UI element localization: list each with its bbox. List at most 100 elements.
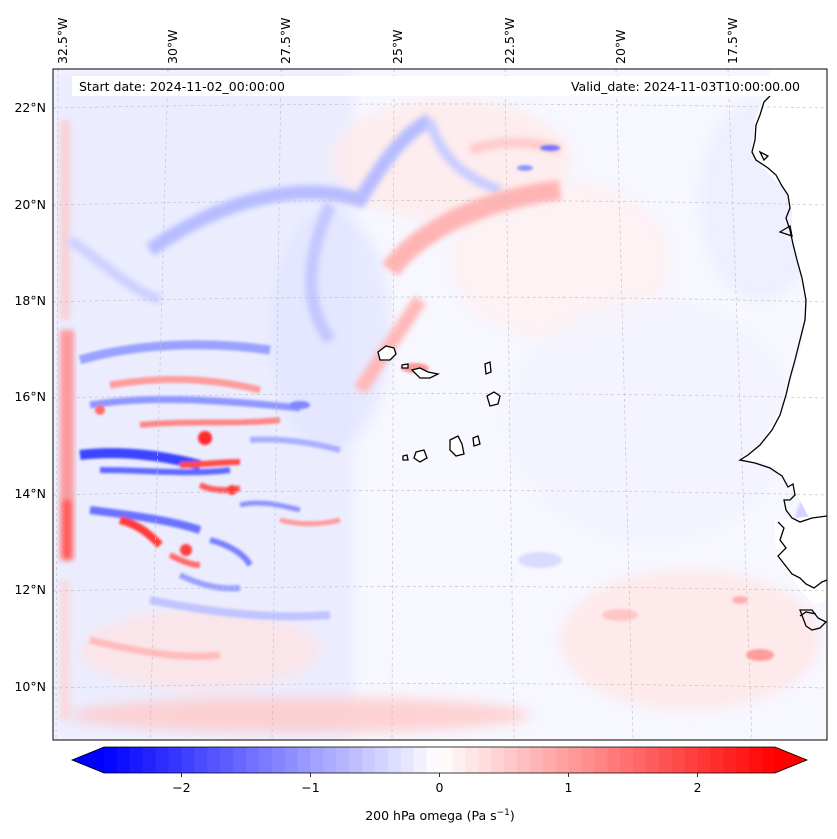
upper-blue-band <box>67 113 502 344</box>
longitude-labels: 32.5°W 30°W 27.5°W 25°W 22.5°W 20°W 17.5… <box>55 18 740 64</box>
colorbar-bin <box>594 747 608 773</box>
colorbar-high-extension <box>775 747 807 773</box>
colorbar-bin <box>426 747 440 773</box>
header-strip <box>72 76 807 96</box>
colorbar-tick-label: 2 <box>694 780 702 795</box>
island-fogo <box>413 449 428 463</box>
colorbar-tick-label: −1 <box>301 780 319 795</box>
island-santo-antao <box>377 345 397 361</box>
colorbar-bin <box>504 747 518 773</box>
colorbar-bin <box>387 747 402 773</box>
colorbar-bin <box>465 747 479 773</box>
guinea-coastline <box>777 521 827 589</box>
colorbar-bin <box>245 747 260 773</box>
colorbar-bin <box>374 747 389 773</box>
colorbar-tick-label: −2 <box>172 780 190 795</box>
colorbar-bin <box>581 747 595 773</box>
valid-date-label: Valid_date: 2024-11-03T10:00:00.00 <box>571 79 800 94</box>
colorbar-bin <box>297 747 311 773</box>
map-frame <box>52 68 828 741</box>
colorbar-bin <box>362 747 376 773</box>
island-sao-nicolau <box>410 367 440 379</box>
colorbar-bin <box>400 747 415 773</box>
colorbar-bin <box>516 747 531 773</box>
colorbar-bin <box>181 747 195 773</box>
colorbar-bin <box>155 747 170 773</box>
island-maio <box>472 435 481 447</box>
convective-cluster <box>78 340 341 660</box>
island-sao-vicente <box>401 363 409 369</box>
colorbar: −2 −1 0 1 2 200 hPa omega (Pa s−1) <box>70 746 809 823</box>
island-santiago <box>449 435 465 457</box>
colorbar-bin <box>697 747 711 773</box>
colorbar-bin <box>762 747 776 773</box>
island-brava <box>402 454 409 461</box>
omega-field <box>53 69 827 740</box>
western-boundary-band <box>60 120 74 720</box>
colorbar-bin <box>168 747 182 773</box>
colorbar-outline <box>70 746 809 774</box>
colorbar-label-exponent: −1 <box>497 808 510 818</box>
lat-label: 10°N <box>14 679 46 694</box>
guinea-land <box>775 515 827 605</box>
colorbar-bin <box>284 747 299 773</box>
colorbar-bin <box>710 747 724 773</box>
lon-label: 20°W <box>613 29 628 64</box>
colorbar-bin <box>671 747 686 773</box>
lat-label: 16°N <box>14 389 46 404</box>
lat-label: 14°N <box>14 486 46 501</box>
lon-label: 27.5°W <box>278 18 293 64</box>
colorbar-bins <box>104 747 776 773</box>
colorbar-bin <box>207 747 221 773</box>
colorbar-bin <box>607 747 621 773</box>
colorbar-tick-label: 1 <box>565 780 573 795</box>
lat-label: 20°N <box>14 197 46 212</box>
colorbar-bin <box>310 747 324 773</box>
colorbar-bin <box>555 747 570 773</box>
colorbar-bin <box>452 747 466 773</box>
lon-label: 25°W <box>390 29 405 64</box>
colorbar-bin <box>323 747 337 773</box>
lon-label: 30°W <box>165 29 180 64</box>
colorbar-bin <box>233 747 247 773</box>
colorbar-bin <box>620 747 634 773</box>
lon-label: 32.5°W <box>55 18 70 64</box>
colorbar-bin <box>349 747 363 773</box>
colorbar-bin <box>568 747 582 773</box>
colorbar-bin <box>478 747 492 773</box>
gridlines <box>53 69 827 740</box>
colorbar-bin <box>194 747 208 773</box>
africa-coastline <box>738 95 827 523</box>
lat-label: 12°N <box>14 582 46 597</box>
colorbar-bin <box>129 747 144 773</box>
colorbar-tick-label: 0 <box>436 780 444 795</box>
colorbar-bin <box>116 747 131 773</box>
colorbar-label: 200 hPa omega (Pa s−1) <box>365 808 515 823</box>
colorbar-bin <box>491 747 505 773</box>
colorbar-bin <box>658 747 673 773</box>
lat-label: 18°N <box>14 293 46 308</box>
colorbar-bin <box>633 747 647 773</box>
island-sal <box>484 361 492 375</box>
colorbar-bin <box>439 747 453 773</box>
latitude-labels: 22°N 20°N 18°N 16°N 14°N 12°N 10°N <box>14 100 46 694</box>
colorbar-ticks: −2 −1 0 1 2 <box>172 773 702 795</box>
lat-label: 22°N <box>14 100 46 115</box>
colorbar-bin <box>104 747 118 773</box>
coastlines <box>738 95 827 631</box>
colorbar-bin <box>542 747 557 773</box>
colorbar-bin <box>684 747 699 773</box>
map-panel: Start date: 2024-11-02_00:00:00 Valid_da… <box>52 68 828 741</box>
colorbar-bin <box>271 747 286 773</box>
colorbar-low-extension <box>72 747 104 773</box>
colorbar-bin <box>645 747 660 773</box>
lon-label: 17.5°W <box>725 18 740 64</box>
island-boa-vista <box>486 391 501 407</box>
colorbar-bin <box>529 747 544 773</box>
lon-label: 22.5°W <box>502 18 517 64</box>
africa-land <box>742 69 827 520</box>
cape-verde-islands <box>377 345 501 463</box>
colorbar-bin <box>142 747 157 773</box>
start-date-label: Start date: 2024-11-02_00:00:00 <box>79 79 285 94</box>
